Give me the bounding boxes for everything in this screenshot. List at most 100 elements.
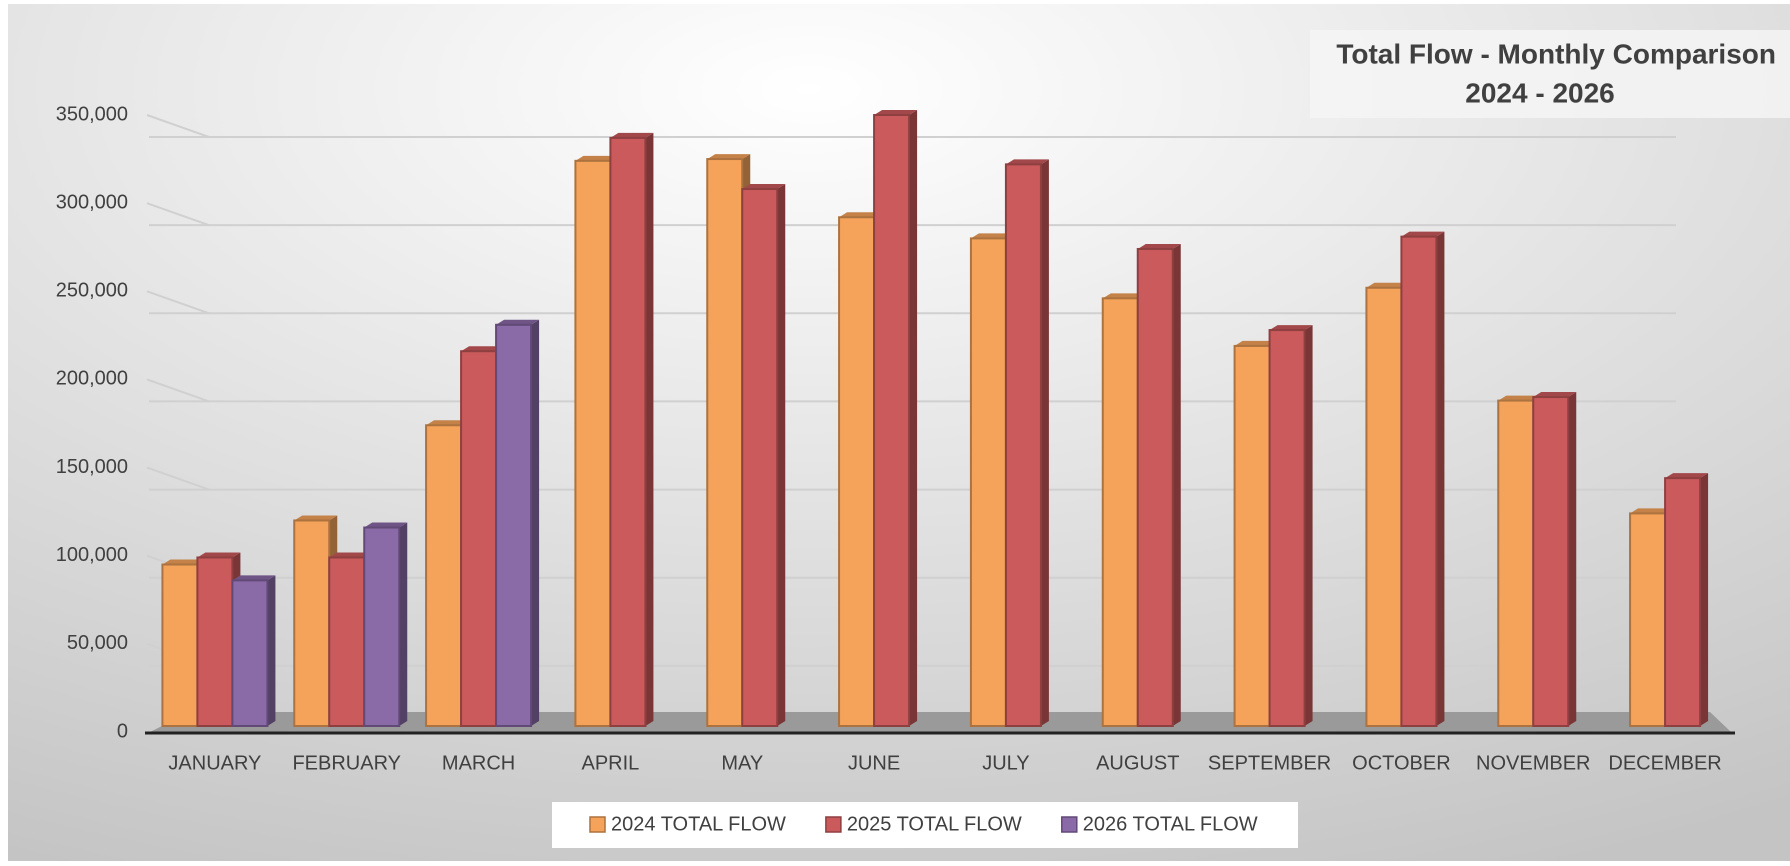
bar-top [1401, 231, 1445, 237]
bar-side [1700, 473, 1709, 726]
bar [460, 350, 498, 727]
bar-top [162, 559, 206, 565]
bar [574, 159, 612, 727]
y-tick-label: 200,000 [56, 368, 128, 390]
bar-top [197, 552, 241, 558]
bar-top [1498, 395, 1542, 401]
bar-top [610, 132, 654, 138]
bar [706, 158, 744, 728]
chart-subtitle: 2024 - 2026 [1465, 77, 1614, 108]
x-tick-label: APRIL [582, 752, 640, 774]
bar-top [575, 155, 619, 161]
bar [231, 579, 269, 727]
chart-title: Total Flow - Monthly Comparison [1336, 38, 1776, 69]
y-tick-label: 250,000 [56, 280, 128, 302]
bar [363, 526, 401, 727]
bar-top [426, 420, 470, 426]
legend-box [552, 802, 1298, 848]
bar-top [1366, 282, 1410, 288]
bar-top [1533, 392, 1577, 398]
bar [1233, 344, 1271, 727]
grid-stub [146, 378, 210, 403]
bar-side [909, 110, 918, 726]
title-box [1310, 30, 1790, 118]
bar [969, 237, 1007, 727]
bar-top [329, 552, 373, 558]
bar [1497, 399, 1535, 727]
bar-side [1040, 159, 1049, 727]
bar [1629, 512, 1667, 727]
bar [495, 323, 533, 727]
bar [196, 556, 234, 728]
bar-top [496, 319, 540, 325]
y-tick-label: 100,000 [56, 544, 128, 566]
x-tick-label: SEPTEMBER [1208, 752, 1331, 774]
bar-top [232, 575, 276, 581]
floor [150, 712, 1731, 732]
legend-swatch [1061, 816, 1078, 833]
bar [1400, 235, 1438, 727]
legend-label: 2026 TOTAL FLOW [1083, 813, 1258, 835]
bar [1004, 163, 1042, 728]
legend-swatch [825, 816, 842, 833]
bar-side [1172, 243, 1181, 726]
bar-side [1568, 392, 1577, 726]
grid-stub [146, 202, 210, 227]
bar-top [707, 154, 751, 160]
bar [609, 136, 647, 728]
bar [838, 216, 876, 727]
bar-top [461, 346, 505, 352]
bar-side [267, 575, 276, 726]
legend-label: 2024 TOTAL FLOW [611, 813, 786, 835]
bar [425, 424, 463, 727]
x-tick-label: MAY [721, 752, 763, 774]
bar [1532, 396, 1570, 727]
bar-top [1005, 159, 1049, 165]
y-tick-label: 300,000 [56, 191, 128, 213]
grid-stub [146, 114, 210, 138]
bar-side [1304, 325, 1313, 726]
y-tick-label: 350,000 [56, 103, 128, 125]
bar-side [645, 132, 654, 727]
x-tick-label: JANUARY [168, 752, 261, 774]
grid-stub [146, 290, 210, 315]
bar [1268, 329, 1306, 727]
bar-top [742, 184, 786, 190]
bar-side [777, 184, 786, 727]
bar-top [1102, 293, 1146, 299]
bar [328, 556, 366, 728]
x-tick-label: JULY [982, 752, 1029, 774]
bar [1664, 477, 1702, 727]
bar-side [1436, 231, 1445, 726]
x-tick-label: JUNE [848, 752, 900, 774]
bar-side [531, 319, 540, 726]
legend-swatch [589, 816, 606, 833]
bar-side [399, 522, 408, 726]
bar [293, 519, 331, 728]
bar [1101, 297, 1139, 727]
x-tick-label: AUGUST [1096, 752, 1179, 774]
bar [741, 188, 779, 728]
x-tick-label: DECEMBER [1608, 752, 1721, 774]
bar-top [364, 522, 408, 528]
bar-top [839, 212, 883, 218]
y-tick-label: 0 [117, 720, 128, 742]
x-tick-label: NOVEMBER [1476, 752, 1590, 774]
legend-label: 2025 TOTAL FLOW [847, 813, 1022, 835]
bar-top [1269, 325, 1313, 331]
bar [1136, 247, 1174, 727]
bar-top [1665, 473, 1709, 479]
bar [873, 114, 911, 727]
grid-stub [146, 466, 210, 491]
y-tick-label: 50,000 [67, 632, 128, 654]
bar [161, 563, 199, 727]
bar [1365, 286, 1403, 727]
x-tick-label: OCTOBER [1352, 752, 1451, 774]
x-tick-label: MARCH [442, 752, 515, 774]
y-tick-label: 150,000 [56, 456, 128, 478]
bar-top [1234, 340, 1278, 346]
bar-top [874, 110, 918, 115]
x-tick-label: FEBRUARY [292, 752, 401, 774]
bar-top [294, 515, 338, 521]
